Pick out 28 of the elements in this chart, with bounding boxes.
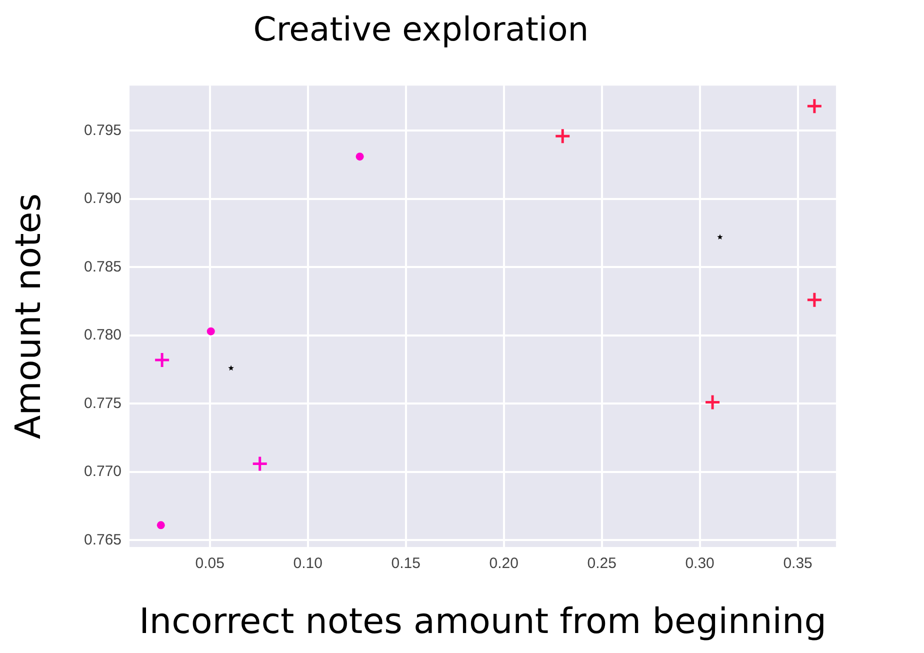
y-axis-title: Amount notes bbox=[9, 193, 50, 440]
point bbox=[806, 292, 823, 308]
x-axis-title: Incorrect notes amount from beginning bbox=[139, 602, 826, 642]
point bbox=[717, 234, 723, 240]
y-tick-label: 0.775 bbox=[84, 394, 122, 412]
y-tick-label: 0.765 bbox=[84, 531, 122, 548]
y-tick-label: 0.770 bbox=[84, 463, 122, 480]
point bbox=[356, 152, 364, 161]
point bbox=[206, 327, 215, 336]
x-tick-label: 0.30 bbox=[685, 555, 714, 572]
y-tick-label: 0.795 bbox=[84, 122, 122, 139]
x-tick-label: 0.25 bbox=[587, 555, 616, 572]
x-tick-label: 0.10 bbox=[293, 555, 322, 572]
x-tick-label: 0.20 bbox=[489, 555, 518, 572]
point bbox=[704, 394, 721, 411]
x-tick-label: 0.35 bbox=[783, 555, 812, 572]
x-tick-label: 0.15 bbox=[391, 555, 420, 572]
chart-title: Creative exploration bbox=[253, 9, 589, 48]
y-tick-label: 0.790 bbox=[84, 190, 122, 208]
point bbox=[554, 128, 571, 144]
point bbox=[156, 521, 165, 530]
x-tick-label: 0.05 bbox=[195, 555, 224, 572]
y-tick-label: 0.780 bbox=[84, 326, 122, 344]
point bbox=[806, 98, 823, 114]
point bbox=[154, 352, 170, 368]
y-tick-label: 0.785 bbox=[84, 258, 122, 276]
point bbox=[228, 365, 234, 371]
point bbox=[252, 455, 268, 472]
